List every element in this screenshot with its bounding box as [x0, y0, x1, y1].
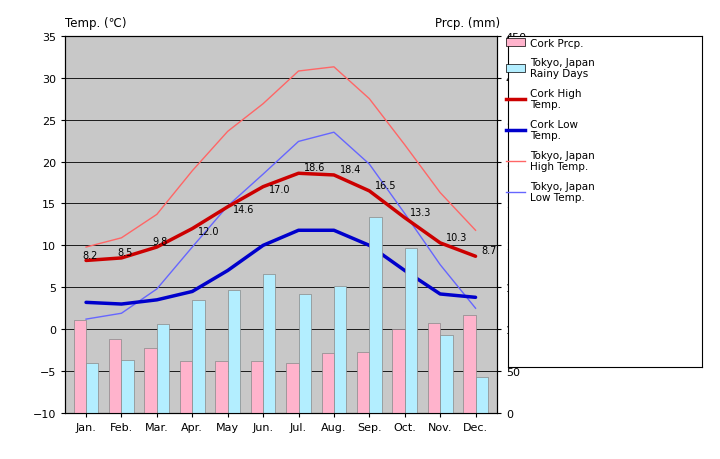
Bar [463, 315, 475, 413]
Bar [145, 348, 157, 413]
Bar [251, 361, 263, 413]
Text: 12.0: 12.0 [198, 227, 220, 237]
Bar [109, 340, 122, 413]
Legend: Cork Prcp., Tokyo, Japan
Rainy Days, Cork High
Temp., Cork Low
Temp., Tokyo, Jap: Cork Prcp., Tokyo, Japan Rainy Days, Cor… [503, 35, 598, 206]
Text: 10.3: 10.3 [446, 233, 467, 242]
Text: Prcp. (mm): Prcp. (mm) [436, 17, 500, 30]
Bar [357, 352, 369, 413]
Bar [122, 360, 134, 413]
Text: Temp. (℃): Temp. (℃) [65, 17, 126, 30]
Bar [263, 274, 276, 413]
Text: 13.3: 13.3 [410, 207, 432, 218]
Bar [286, 363, 299, 413]
Bar [322, 353, 334, 413]
Bar [428, 324, 440, 413]
Bar [192, 300, 204, 413]
Bar [369, 218, 382, 413]
Text: 8.7: 8.7 [481, 246, 497, 256]
Text: 16.5: 16.5 [375, 181, 397, 190]
Bar [299, 294, 311, 413]
Text: 18.4: 18.4 [339, 165, 361, 175]
Text: 17.0: 17.0 [269, 185, 290, 195]
Text: 14.6: 14.6 [233, 205, 255, 215]
Text: 8.5: 8.5 [117, 247, 132, 257]
Bar [86, 363, 99, 413]
Bar [405, 248, 417, 413]
Text: 9.8: 9.8 [153, 237, 168, 247]
Bar [180, 361, 192, 413]
Bar [334, 286, 346, 413]
Bar [157, 325, 169, 413]
Text: 18.6: 18.6 [304, 163, 325, 173]
Bar [392, 330, 405, 413]
Bar [475, 377, 488, 413]
Bar [73, 320, 86, 413]
Bar [228, 290, 240, 413]
Bar [215, 361, 228, 413]
Text: 8.2: 8.2 [82, 250, 97, 260]
Bar [440, 336, 453, 413]
